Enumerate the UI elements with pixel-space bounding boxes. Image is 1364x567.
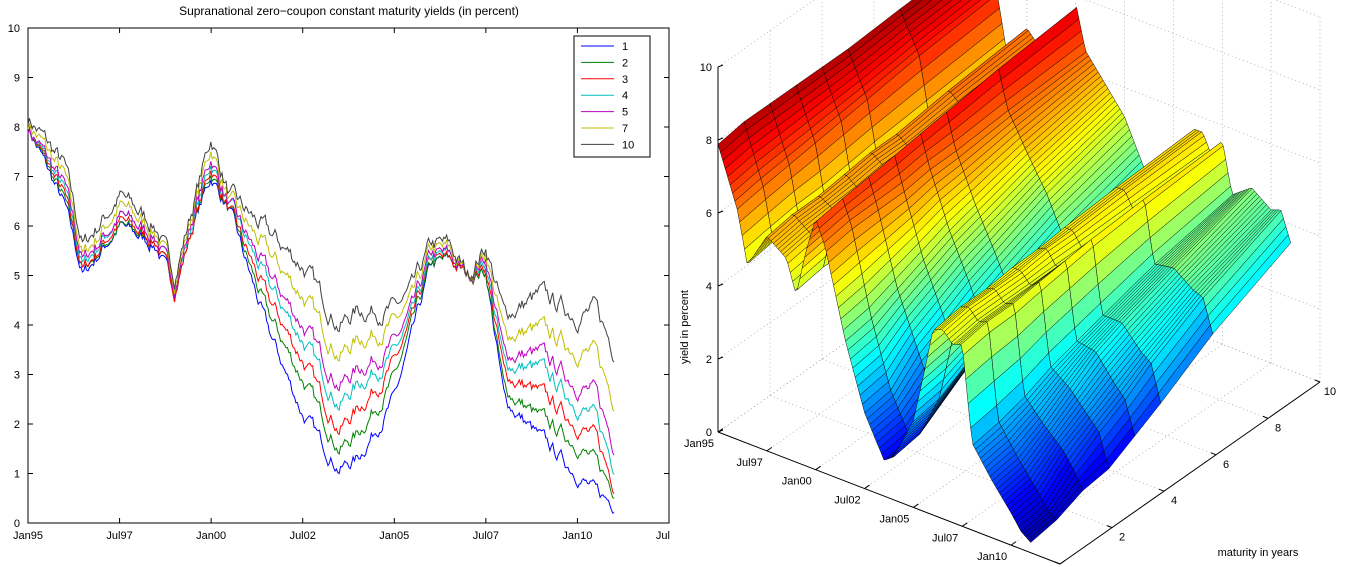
surface-patch <box>1027 516 1058 543</box>
yield-tick-label: 10 <box>700 62 712 74</box>
date-tick <box>1059 560 1066 565</box>
series-line-10 <box>27 118 615 363</box>
series-lines <box>27 118 615 514</box>
yield-tick <box>717 210 724 214</box>
y-tick-label: 2 <box>14 419 20 431</box>
y-tick-label: 5 <box>14 271 20 283</box>
yield-tick <box>717 283 724 287</box>
legend: 1 2 3 4 5 7 10 <box>573 35 651 158</box>
maturity-tick-label: 4 <box>1171 495 1177 507</box>
date-tick <box>766 446 773 452</box>
y-tick-label: 6 <box>14 221 20 233</box>
y-tick-label: 9 <box>14 73 20 85</box>
legend-label: 2 <box>622 57 628 69</box>
date-axis <box>717 431 1061 565</box>
maturity-tick <box>1054 561 1061 565</box>
date-tick <box>913 503 919 508</box>
grid-line <box>717 0 815 68</box>
y-tick-label: 7 <box>14 172 20 184</box>
series-line-1 <box>27 128 615 514</box>
maturity-tick <box>1210 452 1217 456</box>
series-line-7 <box>27 121 615 412</box>
x-tick-label: Jan95 <box>13 530 43 542</box>
maturity-tick-label: 6 <box>1223 459 1229 471</box>
series-line-2 <box>27 127 615 499</box>
maturity-tick <box>1314 379 1321 383</box>
y-tick-label: 4 <box>14 320 20 332</box>
x-tick-label: Jul07 <box>473 530 499 542</box>
chart-title: Supranational zero−coupon constant matur… <box>179 4 519 18</box>
date-tick <box>1010 541 1017 546</box>
date-tick-label: Jan95 <box>684 438 714 450</box>
series-line-3 <box>27 127 615 495</box>
date-tick-label: Jul97 <box>737 457 763 469</box>
y-tick-label: 0 <box>14 518 20 530</box>
date-tick-label: Jul07 <box>932 532 958 544</box>
x-tick-label: Jan10 <box>562 530 592 542</box>
y-tick-label: 8 <box>14 122 20 134</box>
yield-tick <box>717 429 724 433</box>
y-axis-label: maturity in years <box>1218 547 1299 559</box>
legend-label: 4 <box>622 90 628 102</box>
maturity-tick-label: 10 <box>1324 386 1336 398</box>
yield-tick-label: 0 <box>706 427 712 439</box>
date-tick-label: Jan05 <box>879 513 909 525</box>
legend-box <box>573 35 651 158</box>
surface-axes: Jan95Jul97Jan00Jul02Jan05Jul07Jan10Jul12… <box>684 62 1336 565</box>
y-tick-label: 3 <box>14 370 20 382</box>
legend-label: 7 <box>622 123 628 135</box>
date-tick-label: Jan00 <box>782 476 812 488</box>
yield-tick-label: 2 <box>706 354 712 366</box>
legend-items: 1 2 3 4 5 7 10 <box>581 41 634 151</box>
z-axis-label: yield in percent <box>679 290 691 364</box>
legend-label: 10 <box>622 139 634 151</box>
date-tick-label: Jul02 <box>834 495 860 507</box>
series-line-5 <box>27 126 615 456</box>
yield-surface-chart: Jan95Jul97Jan00Jul02Jan05Jul07Jan10Jul12… <box>679 0 1336 565</box>
date-tick <box>961 522 968 527</box>
legend-label: 3 <box>622 74 628 86</box>
maturity-tick-label: 8 <box>1275 422 1281 434</box>
yield-tick <box>717 137 724 141</box>
maturity-tick-label: 2 <box>1119 532 1125 544</box>
maturity-axis <box>1059 381 1321 565</box>
yield-tick <box>717 64 724 68</box>
x-tick-label: Jul12 <box>656 530 670 542</box>
x-tick-label: Jan00 <box>196 530 226 542</box>
surface-patches <box>717 0 1291 543</box>
date-tick-label: Jan10 <box>977 551 1007 563</box>
yield-tick-label: 6 <box>706 208 712 220</box>
yield-tick <box>717 356 724 360</box>
y-tick-label: 10 <box>8 23 20 35</box>
date-tick <box>864 484 870 489</box>
maturity-tick <box>1106 525 1113 529</box>
maturity-tick <box>1158 488 1165 492</box>
date-tick <box>815 465 822 471</box>
maturity-tick <box>1262 415 1269 419</box>
axis-ticks: Jan95 Jul97 Jan00 Jul02 Jan05 Jul07 Jan10 Jul12… <box>8 23 670 542</box>
yield-tick-label: 4 <box>706 281 712 293</box>
yield-line-chart: Supranational zero−coupon constant matur… <box>8 4 670 542</box>
x-tick-label: Jan05 <box>379 530 409 542</box>
y-tick-label: 1 <box>14 469 20 481</box>
grid-line <box>1274 0 1321 18</box>
yield-tick-label: 8 <box>706 135 712 147</box>
legend-label: 5 <box>622 107 628 119</box>
x-tick-label: Jul97 <box>106 530 132 542</box>
x-tick-label: Jul02 <box>290 530 316 542</box>
legend-label: 1 <box>622 41 628 53</box>
plot-area <box>27 27 670 524</box>
